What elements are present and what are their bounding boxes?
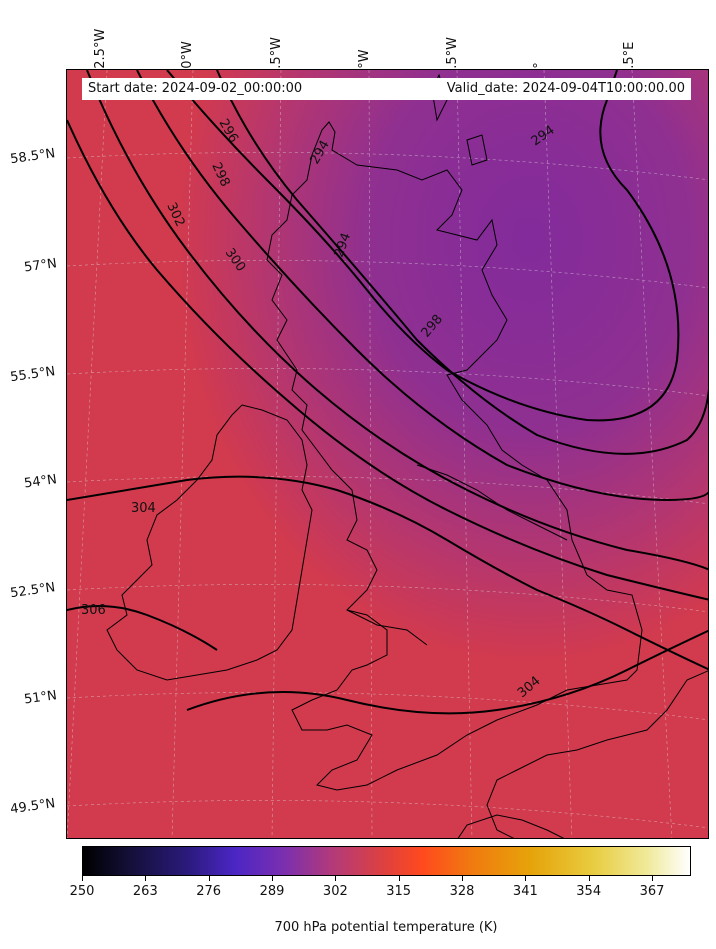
colorbar-tick-label: 289 [259,884,285,899]
colorbar-tick-label: 250 [69,884,95,899]
lat-label-52.5n: 52.5°N [9,580,57,602]
colorbar [82,846,691,876]
contour-304-south [186,629,708,715]
border-wales [346,609,428,646]
contour-304-north [67,475,708,671]
contour-300 [86,70,708,571]
colorbar-tick-mark [525,876,527,881]
lat-label-58.5n: 58.5°N [9,146,57,168]
contour-298 [136,70,708,502]
colorbar-tick-label: 341 [512,884,538,899]
coast-brittany [457,814,565,838]
date-info-box: Start date: 2024-09-02_00:00:00 Valid_da… [82,78,691,100]
coast-orkney [466,134,488,166]
colorbar-tick-mark [652,876,654,881]
contour-label-306: 306 [81,603,106,618]
lat-label-49.5n: 49.5°N [9,796,57,818]
contour-306 [67,605,218,651]
lat-label-57n: 57°N [23,256,58,276]
coast-great-britain [266,121,643,791]
field-cool-region [67,70,708,838]
start-date-label: Start date: 2024-09-02_00:00:00 [88,81,303,96]
colorbar-tick-mark [145,876,147,881]
colorbar-tick-mark [588,876,590,881]
lat-label-54n: 54°N [23,472,58,492]
contour-label-304-a: 304 [131,501,156,516]
contour-302 [67,119,708,601]
lat-label-55.5n: 55.5°N [9,364,57,386]
colorbar-tick-mark [208,876,210,881]
map-panel[interactable]: 296 294 298 302 300 294 294 298 304 306 … [66,69,709,839]
coast-continent-north [486,670,708,838]
colorbar-tick-label: 354 [576,884,602,899]
border-scotland-england [416,464,568,541]
contour-294 [166,70,680,422]
valid-date-label: Valid_date: 2024-09-04T10:00:00.00 [446,81,685,96]
colorbar-tick-label: 302 [322,884,348,899]
colorbar-tick-mark [272,876,273,881]
colorbar-tick-label: 276 [196,884,222,899]
graticule [67,70,708,838]
colorbar-tick-mark [82,876,83,881]
colorbar-tick-mark [462,876,464,881]
colorbar-tick-label: 315 [386,884,412,899]
map-canvas: 296 294 298 302 300 294 294 298 304 306 … [67,70,708,838]
colorbar-tick-mark [335,876,337,881]
colorbar-title: 700 hPa potential temperature (K) [274,920,498,935]
lat-label-51n: 51°N [23,688,58,708]
colorbar-tick-label: 328 [449,884,475,899]
coast-ireland [106,404,313,681]
colorbar-tick-label: 263 [132,884,158,899]
contour-296 [216,70,708,455]
colorbar-tick-mark [398,876,400,881]
contours [67,70,708,715]
colorbar-tick-label: 367 [639,884,665,899]
